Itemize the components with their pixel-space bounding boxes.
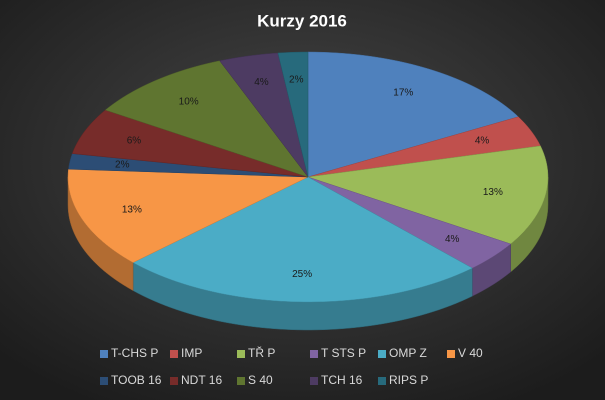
legend-swatch <box>100 350 108 358</box>
data-label: 6% <box>127 136 142 147</box>
legend-label: V 40 <box>458 346 483 360</box>
legend-swatch <box>378 350 386 358</box>
legend-label: T-CHS P <box>111 346 158 360</box>
legend-label: S 40 <box>248 373 273 387</box>
legend-swatch <box>378 377 386 385</box>
data-label: 25% <box>292 269 312 280</box>
data-label: 2% <box>115 159 130 170</box>
legend-swatch <box>237 377 245 385</box>
slice <box>307 116 541 178</box>
legend-label: IMP <box>181 346 202 360</box>
slice <box>219 52 309 178</box>
slice <box>67 168 309 263</box>
data-label: 10% <box>179 97 199 108</box>
data-label: 4% <box>475 136 490 147</box>
data-label: 13% <box>483 187 503 198</box>
data-label: 4% <box>254 77 269 88</box>
legend-swatch <box>170 350 178 358</box>
legend-swatch <box>310 350 318 358</box>
legend-label: TŘ P <box>248 345 275 360</box>
legend-label: OMP Z <box>389 346 427 360</box>
slice <box>104 60 309 178</box>
slice <box>71 109 309 178</box>
legend-swatch <box>310 377 318 385</box>
data-label: 17% <box>393 88 413 99</box>
slice <box>307 145 549 245</box>
legend-label: NDT 16 <box>181 373 222 387</box>
slice <box>277 51 309 178</box>
chart-title: Kurzy 2016 <box>257 11 347 30</box>
legend-swatch <box>447 350 455 358</box>
legend-swatch <box>170 377 178 385</box>
slice <box>307 51 519 178</box>
legend-label: TOOB 16 <box>111 373 162 387</box>
data-label: 4% <box>445 234 460 245</box>
legend-label: RIPS P <box>389 373 428 387</box>
legend-swatch <box>100 377 108 385</box>
legend-label: T STS P <box>321 346 366 360</box>
data-label: 2% <box>289 74 304 85</box>
legend-label: TCH 16 <box>321 373 363 387</box>
slice <box>307 176 512 269</box>
data-label: 13% <box>122 205 142 216</box>
slice <box>132 176 473 303</box>
legend-swatch <box>237 350 245 358</box>
